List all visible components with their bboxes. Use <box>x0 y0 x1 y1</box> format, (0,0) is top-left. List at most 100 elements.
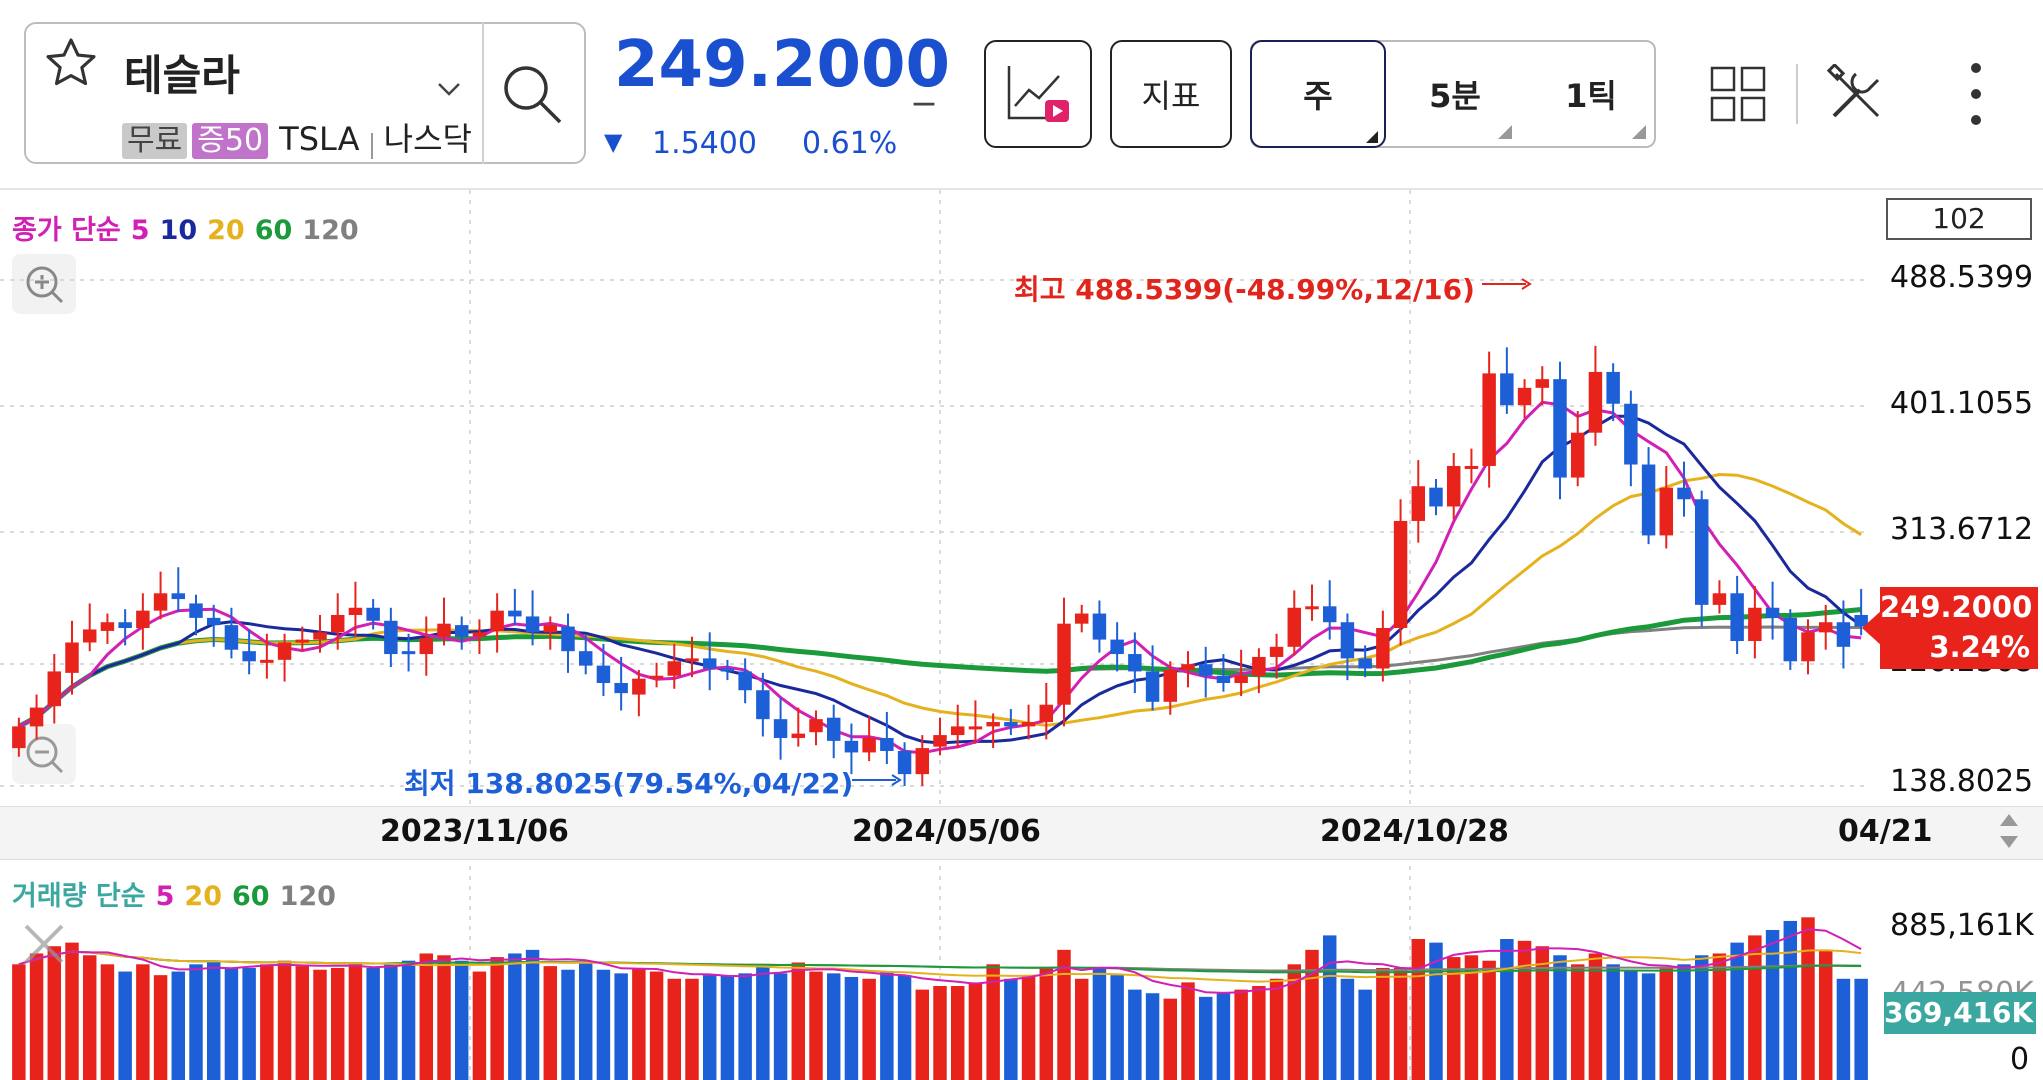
volume-bar <box>1801 917 1815 1080</box>
volume-bar <box>1588 953 1603 1080</box>
candle-body <box>1269 646 1284 657</box>
volume-bar <box>1624 969 1638 1080</box>
star-icon[interactable] <box>42 34 100 96</box>
volume-bar <box>1606 964 1620 1080</box>
volume-bar <box>968 982 983 1080</box>
volume-bar <box>738 973 752 1080</box>
candle-body <box>242 651 256 662</box>
volume-bar <box>1411 939 1426 1080</box>
candle-body <box>1074 613 1089 624</box>
candle-body <box>1429 487 1443 507</box>
volume-bar <box>1500 939 1514 1080</box>
volume-bar <box>1570 964 1585 1080</box>
volume-bar <box>472 971 487 1080</box>
candle-body <box>224 625 239 650</box>
volume-bar <box>100 964 115 1080</box>
vma120-label: 120 <box>279 881 336 912</box>
volume-bar <box>950 986 965 1080</box>
vma20-line <box>18 949 1862 983</box>
ma60-label: 60 <box>254 215 293 246</box>
chevron-down-icon[interactable] <box>436 80 462 102</box>
axis-scroll-icon[interactable] <box>1994 808 2024 858</box>
volume-bar <box>809 971 823 1080</box>
candle-body <box>756 690 770 720</box>
exchange: 나스닥 <box>383 120 472 158</box>
candle-body <box>1694 499 1709 605</box>
symbol-selector[interactable]: 테슬라 무료 증50 TSLA 나스닥 <box>24 22 586 164</box>
candle-body <box>82 629 97 643</box>
candle-body <box>525 616 540 633</box>
price-volume-chart[interactable] <box>0 190 2043 1080</box>
volume-bar <box>1641 973 1656 1080</box>
candle-body <box>791 733 806 738</box>
volume-bar <box>1393 967 1408 1080</box>
candle-body <box>1411 486 1426 521</box>
candle-body <box>1358 658 1372 669</box>
volume-bar <box>384 962 398 1080</box>
candle-body <box>1163 669 1178 702</box>
volume-bar <box>880 971 894 1080</box>
candle-body <box>1393 520 1408 629</box>
chart-video-button[interactable] <box>984 40 1092 148</box>
x-tick-3: 2024/10/28 <box>1320 814 1509 849</box>
volume-bar <box>1748 935 1762 1080</box>
tab-1tick[interactable]: 1틱 <box>1536 40 1646 148</box>
candle-body <box>348 607 363 615</box>
volume-ma-prefix: 거래량 단순 <box>12 881 146 912</box>
current-price: 249.2000 <box>614 28 951 102</box>
volume-bar <box>1004 978 1018 1080</box>
volume-bar <box>1446 957 1461 1080</box>
close-panel-icon[interactable] <box>20 920 68 972</box>
volume-bar <box>897 975 912 1080</box>
candle-body <box>1287 607 1302 647</box>
candle-body <box>171 593 186 600</box>
volume-bar <box>206 962 221 1080</box>
candle-body <box>1624 403 1638 465</box>
candle-body <box>968 726 983 730</box>
zoom-in-icon[interactable] <box>12 254 76 314</box>
candle-body <box>437 623 451 637</box>
candle-body <box>472 632 487 637</box>
ma20-line <box>18 472 1862 728</box>
volume-bar <box>614 973 628 1080</box>
visible-count-box[interactable]: 102 <box>1886 198 2032 240</box>
candle-body <box>862 737 876 753</box>
vol-y-tick-zero: 0 <box>2010 1042 2030 1077</box>
volume-bar <box>1269 978 1284 1080</box>
volume-bar <box>82 955 97 1080</box>
volume-bar <box>1730 942 1744 1080</box>
candle-body <box>1004 722 1018 727</box>
candle-body <box>47 671 62 707</box>
grid-layout-icon[interactable] <box>1710 66 1766 126</box>
tab-5min[interactable]: 5분 <box>1400 40 1510 148</box>
volume-bar <box>295 966 310 1080</box>
tools-icon[interactable] <box>1826 62 1886 128</box>
more-vertical-icon[interactable] <box>1964 62 1988 130</box>
search-icon[interactable] <box>500 62 566 132</box>
candle-body <box>1110 639 1124 655</box>
volume-bar <box>171 971 186 1080</box>
volume-bar <box>1712 953 1727 1080</box>
candle-body <box>260 659 274 663</box>
candle-body <box>1801 632 1815 662</box>
volume-bar <box>242 967 256 1080</box>
tab-week[interactable]: 주 <box>1250 40 1386 148</box>
candle-body <box>1145 671 1160 702</box>
volume-bar <box>1340 978 1355 1080</box>
candle-body <box>1376 628 1390 669</box>
candle-body <box>1181 664 1195 670</box>
volume-bar <box>1128 989 1142 1080</box>
candle-body <box>189 603 203 618</box>
candle-body <box>1783 617 1798 662</box>
ticker: TSLA <box>279 120 360 158</box>
indicator-button[interactable]: 지표 <box>1110 40 1232 148</box>
candle-body <box>543 625 558 633</box>
free-badge: 무료 <box>122 123 188 159</box>
candle-body <box>596 665 611 683</box>
volume-bar <box>1252 986 1266 1080</box>
volume-bar <box>1836 978 1851 1080</box>
vma5-line <box>18 928 1862 994</box>
candle-body <box>826 717 841 741</box>
volume-bar <box>1039 967 1054 1080</box>
candle-body <box>1252 656 1266 676</box>
